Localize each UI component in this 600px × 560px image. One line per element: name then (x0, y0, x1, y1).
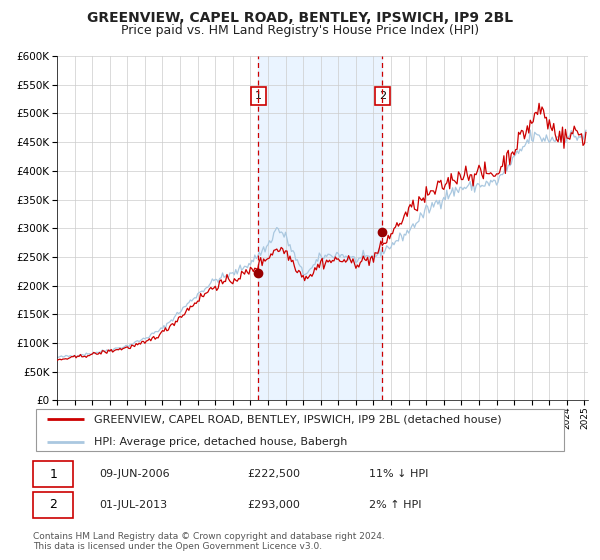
Text: GREENVIEW, CAPEL ROAD, BENTLEY, IPSWICH, IP9 2BL (detached house): GREENVIEW, CAPEL ROAD, BENTLEY, IPSWICH,… (94, 414, 502, 424)
Text: This data is licensed under the Open Government Licence v3.0.: This data is licensed under the Open Gov… (33, 542, 322, 550)
Text: Price paid vs. HM Land Registry's House Price Index (HPI): Price paid vs. HM Land Registry's House … (121, 24, 479, 36)
Text: 2: 2 (49, 498, 57, 511)
Text: 1: 1 (49, 468, 57, 480)
Text: 09-JUN-2006: 09-JUN-2006 (100, 469, 170, 479)
Text: 1: 1 (254, 91, 262, 101)
Text: HPI: Average price, detached house, Babergh: HPI: Average price, detached house, Babe… (94, 437, 347, 446)
Text: Contains HM Land Registry data © Crown copyright and database right 2024.: Contains HM Land Registry data © Crown c… (33, 532, 385, 541)
Text: £222,500: £222,500 (247, 469, 300, 479)
FancyBboxPatch shape (36, 409, 564, 451)
Text: 2% ↑ HPI: 2% ↑ HPI (368, 500, 421, 510)
Text: GREENVIEW, CAPEL ROAD, BENTLEY, IPSWICH, IP9 2BL: GREENVIEW, CAPEL ROAD, BENTLEY, IPSWICH,… (87, 11, 513, 25)
FancyBboxPatch shape (34, 492, 73, 518)
Text: 11% ↓ HPI: 11% ↓ HPI (368, 469, 428, 479)
Text: £293,000: £293,000 (247, 500, 300, 510)
Text: 01-JUL-2013: 01-JUL-2013 (100, 500, 167, 510)
FancyBboxPatch shape (34, 461, 73, 487)
Text: 2: 2 (379, 91, 386, 101)
Bar (258, 56, 382, 400)
